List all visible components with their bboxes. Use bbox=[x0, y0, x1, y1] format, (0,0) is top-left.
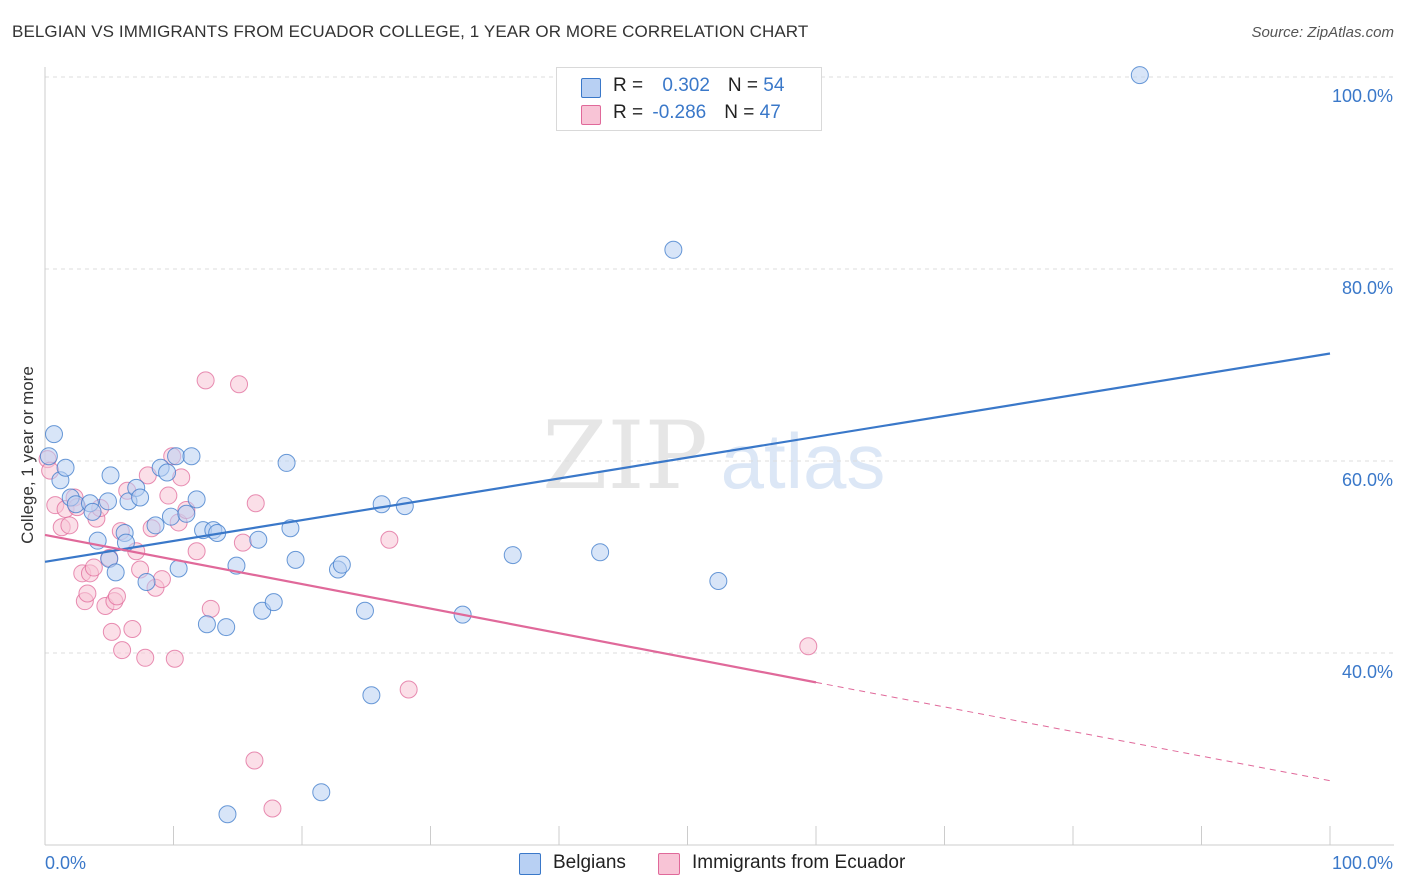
belgians-point bbox=[167, 447, 186, 466]
belgians-point bbox=[98, 492, 117, 511]
r-label: R = bbox=[613, 102, 649, 123]
belgians-point bbox=[1130, 66, 1149, 85]
y-tick-label: 80.0% bbox=[1342, 278, 1393, 298]
belgians-point bbox=[44, 425, 63, 444]
chart-title: BELGIAN VS IMMIGRANTS FROM ECUADOR COLLE… bbox=[12, 22, 809, 41]
n-value-belgians: 54 bbox=[763, 75, 785, 96]
y-tick-labels: 40.0% 60.0% 80.0% 100.0% bbox=[1332, 86, 1393, 682]
ecuador-point bbox=[799, 637, 818, 656]
belgians-point bbox=[146, 516, 165, 535]
ecuador-point bbox=[107, 587, 126, 606]
legend-label-belgians: Belgians bbox=[553, 852, 626, 873]
source-label: Source: ZipAtlas.com bbox=[1251, 24, 1394, 41]
belgians-point bbox=[177, 504, 196, 523]
ecuador-point bbox=[246, 494, 265, 513]
belgians-point bbox=[355, 601, 374, 620]
belgians-point bbox=[362, 686, 381, 705]
ecuador-point bbox=[165, 649, 184, 668]
trend-line-ecuador bbox=[44, 533, 817, 684]
belgians-point bbox=[101, 466, 120, 485]
belgians-point bbox=[286, 550, 305, 569]
ecuador-point bbox=[78, 584, 97, 603]
belgians-point bbox=[187, 490, 206, 509]
belgians-point bbox=[372, 495, 391, 514]
y-tick-label: 60.0% bbox=[1342, 470, 1393, 490]
r-value-ecuador: -0.286 bbox=[652, 102, 707, 123]
belgians-point bbox=[131, 488, 150, 507]
belgians-point bbox=[161, 507, 180, 526]
ecuador-point bbox=[245, 751, 264, 770]
x-tick-label: 100.0% bbox=[1332, 853, 1393, 873]
ecuador-point bbox=[60, 516, 79, 535]
x-tick-label: 0.0% bbox=[45, 853, 86, 873]
belgians-point bbox=[264, 593, 283, 612]
belgians-point bbox=[218, 805, 237, 824]
belgians-point bbox=[503, 546, 522, 565]
ecuador-point bbox=[159, 486, 178, 505]
belgians-point bbox=[395, 497, 414, 516]
belgians-point bbox=[277, 453, 296, 472]
ecuador-point bbox=[113, 641, 132, 660]
ecuador-point bbox=[263, 799, 282, 818]
watermark: ZIP atlas bbox=[542, 402, 885, 511]
stats-legend: R = 0.302 N = 54 R = -0.286 N = 47 bbox=[556, 67, 822, 131]
legend-label-ecuador: Immigrants from Ecuador bbox=[692, 852, 906, 873]
ecuador-point bbox=[123, 620, 142, 638]
ecuador-legend-swatch bbox=[658, 853, 680, 875]
belgians-point bbox=[197, 615, 216, 634]
ecuador-point bbox=[233, 533, 252, 552]
y-axis-label: College, 1 year or more bbox=[18, 366, 37, 544]
x-tick-labels: 0.0% 100.0% bbox=[45, 853, 1393, 873]
y-tick-label: 100.0% bbox=[1332, 86, 1393, 106]
ecuador-swatch bbox=[581, 105, 601, 125]
belgians-point bbox=[217, 618, 236, 637]
stats-text-belgians: R = 0.302 N = 54 bbox=[613, 75, 784, 97]
r-value-belgians: 0.302 bbox=[662, 75, 710, 96]
ecuador-point bbox=[230, 375, 249, 394]
y-tick-label: 40.0% bbox=[1342, 662, 1393, 682]
belgians-point bbox=[312, 783, 331, 802]
belgians-point bbox=[664, 240, 683, 259]
ecuador-point bbox=[152, 570, 171, 589]
belgians-swatch bbox=[581, 78, 601, 98]
belgians-point bbox=[281, 519, 300, 538]
series-belgians-points bbox=[39, 66, 1149, 824]
belgians-point bbox=[137, 572, 156, 591]
trend-line-belgians bbox=[44, 352, 1331, 563]
ecuador-point bbox=[102, 622, 121, 641]
belgians-legend-swatch bbox=[519, 853, 541, 875]
ecuador-point bbox=[380, 530, 399, 549]
belgians-point bbox=[182, 447, 201, 466]
gridlines bbox=[45, 76, 1394, 654]
n-value-ecuador: 47 bbox=[759, 102, 781, 123]
watermark-atlas: atlas bbox=[721, 417, 886, 505]
belgians-point bbox=[709, 572, 728, 590]
trend-line-ecuador-extrapolated bbox=[815, 681, 1331, 782]
ecuador-point bbox=[84, 558, 103, 577]
stats-text-ecuador: R = -0.286 N = 47 bbox=[613, 102, 781, 124]
r-label: R = bbox=[613, 75, 649, 96]
ecuador-point bbox=[136, 648, 155, 667]
ecuador-point bbox=[196, 371, 215, 390]
belgians-point bbox=[106, 563, 125, 582]
belgians-point bbox=[591, 543, 610, 562]
belgians-point bbox=[56, 458, 75, 477]
axes bbox=[44, 67, 1394, 846]
belgians-point bbox=[332, 555, 351, 574]
ecuador-point bbox=[399, 680, 418, 699]
ecuador-point bbox=[201, 599, 220, 618]
n-label: N = bbox=[724, 102, 760, 123]
belgians-point bbox=[39, 447, 58, 466]
belgians-point bbox=[249, 530, 268, 549]
trend-lines bbox=[44, 352, 1331, 782]
ecuador-point bbox=[187, 542, 206, 561]
belgians-point bbox=[158, 463, 177, 482]
watermark-zip: ZIP bbox=[542, 402, 708, 511]
n-label: N = bbox=[727, 75, 764, 96]
belgians-point bbox=[83, 502, 102, 521]
